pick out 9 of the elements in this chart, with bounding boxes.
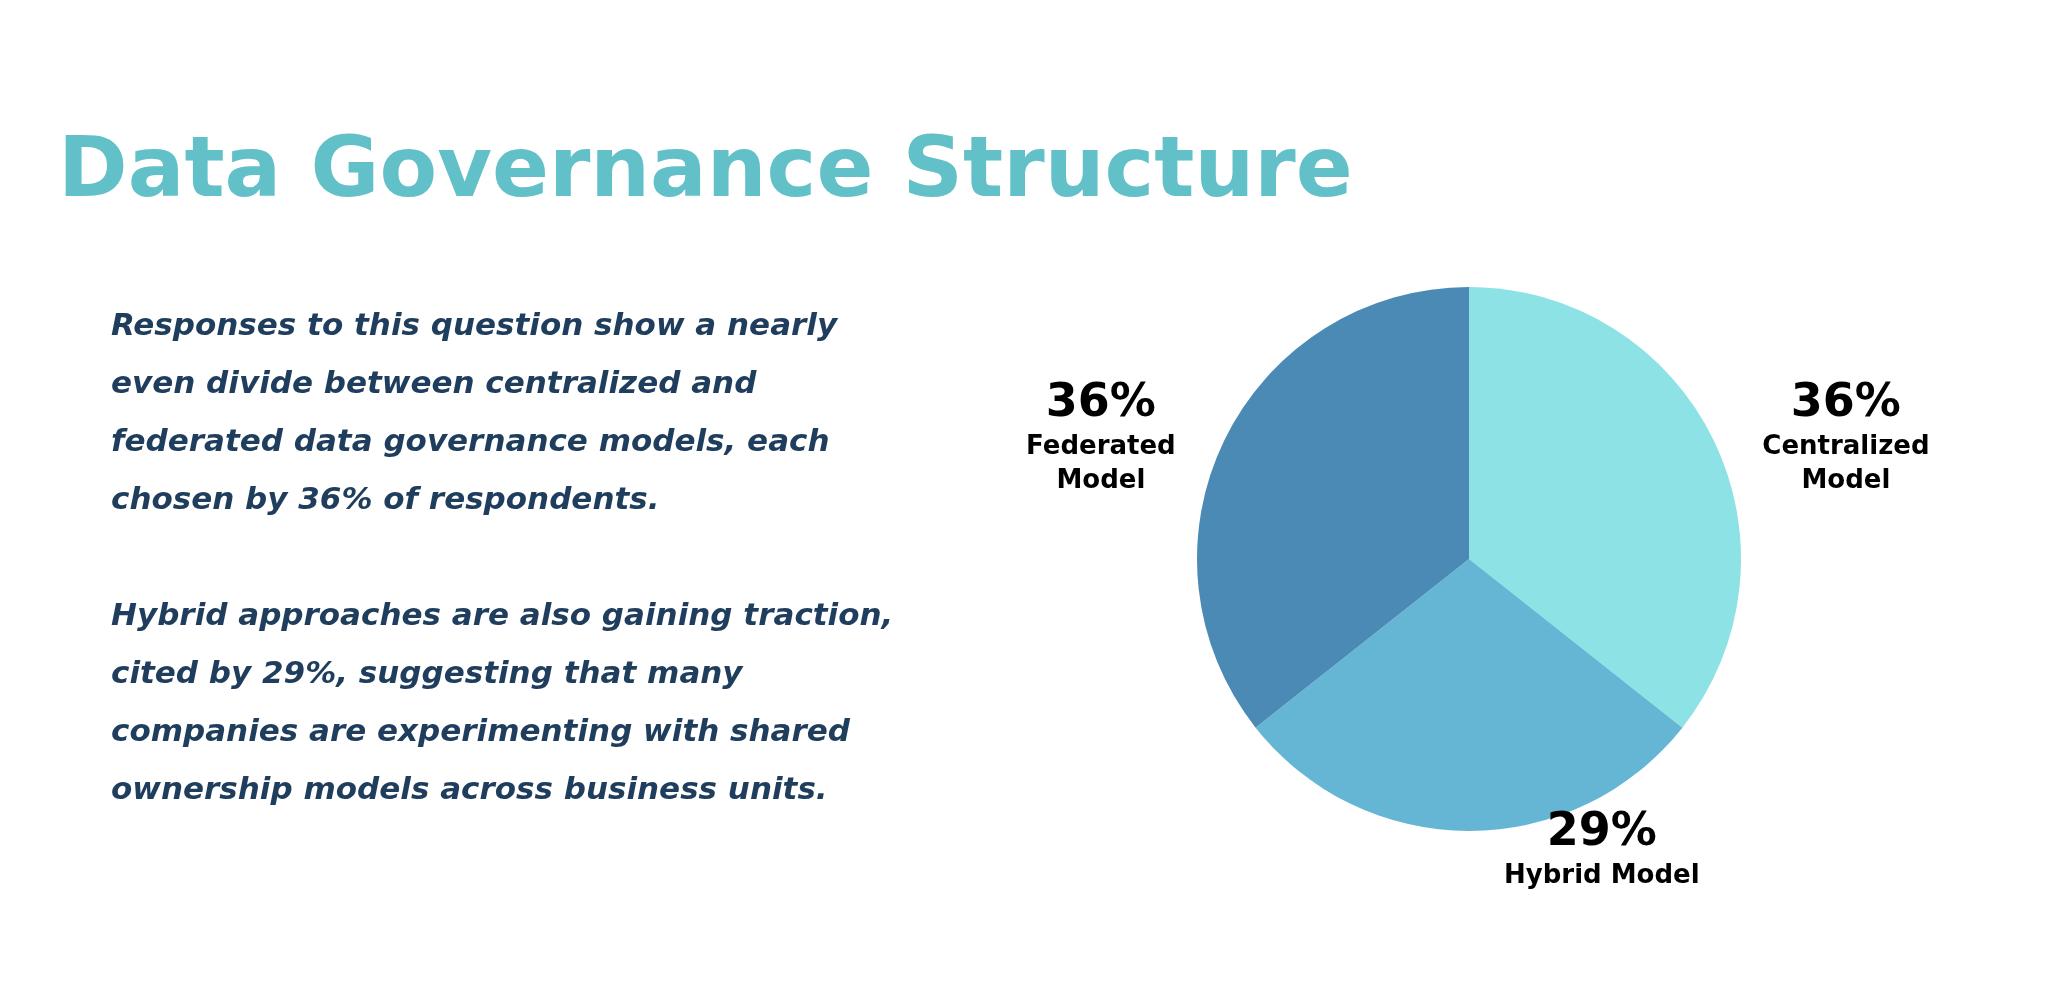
text: Responses to this question show a nearly even divide between centralized and federated data governance models, each chosen by 36% of respondents. bbox=[111, 305, 839, 518]
slice-label: Federated Model bbox=[1026, 429, 1176, 494]
data-label: 36% bbox=[1045, 372, 1156, 427]
slice-label: Centralized Model bbox=[1762, 429, 1930, 494]
text: Hybrid approaches are also gaining traction, cited by 29%, suggesting that many companies are experimenting with shared ownership models across business units. bbox=[111, 595, 895, 808]
slice-label: Hybrid Model bbox=[1504, 859, 1700, 889]
data-label: 29% bbox=[1546, 802, 1657, 856]
data-label: 36% bbox=[1790, 372, 1901, 427]
chart-title: Data Governance Structure bbox=[58, 118, 1353, 216]
